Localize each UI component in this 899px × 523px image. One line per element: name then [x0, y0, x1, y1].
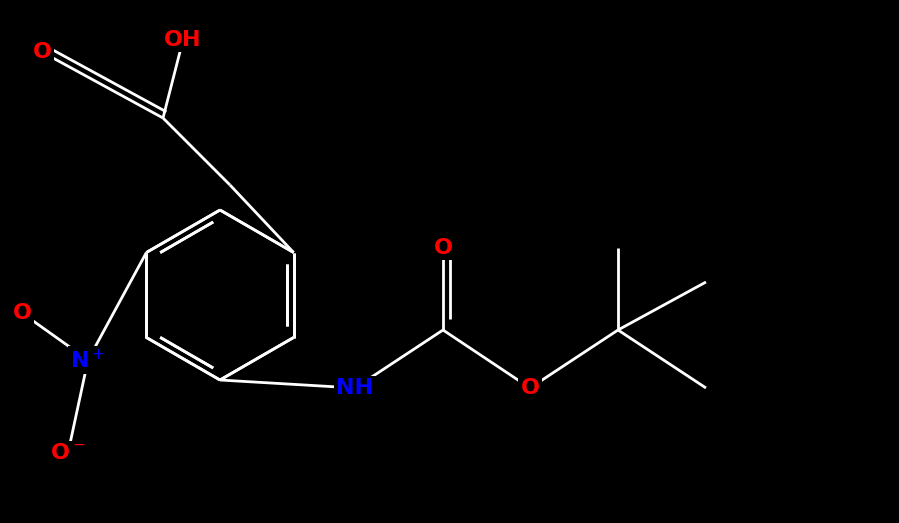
Text: N$^+$: N$^+$: [70, 348, 105, 372]
Text: O$^-$: O$^-$: [50, 443, 85, 463]
Text: O: O: [521, 378, 539, 398]
Text: O: O: [433, 238, 452, 258]
Text: O: O: [13, 303, 31, 323]
Text: NH: NH: [336, 378, 373, 398]
Text: O: O: [32, 42, 51, 62]
Text: OH: OH: [165, 30, 201, 50]
